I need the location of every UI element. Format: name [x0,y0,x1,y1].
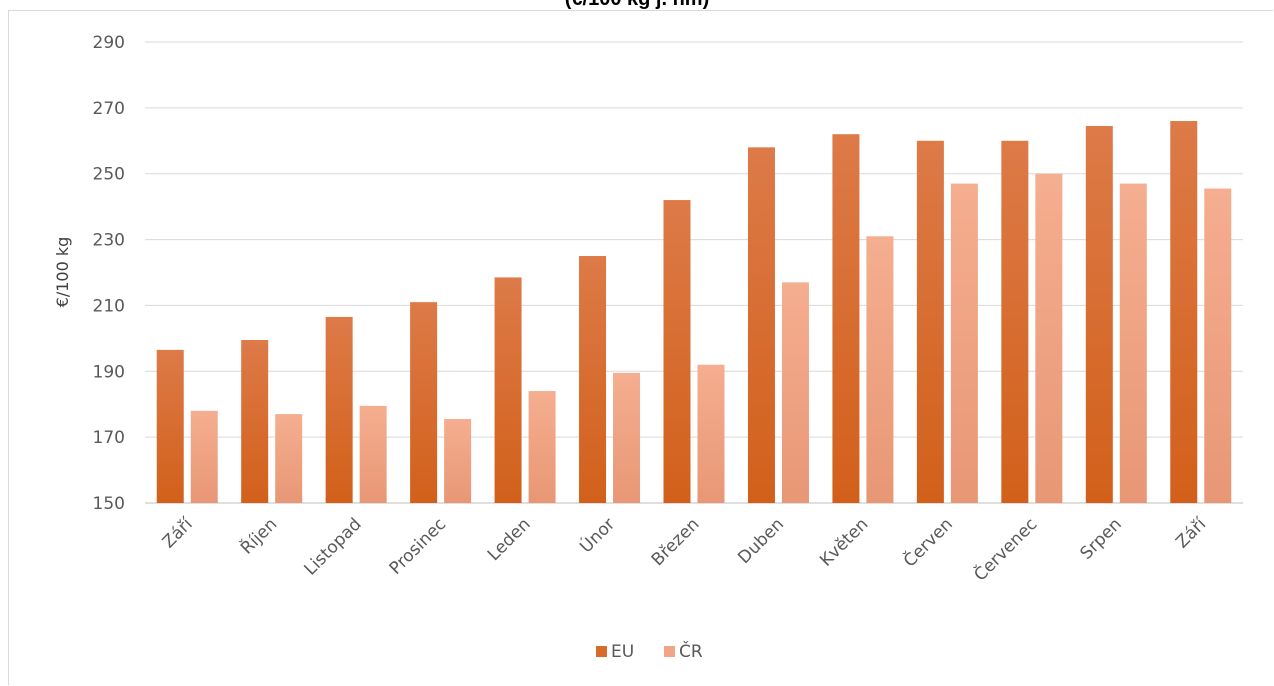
bar-cr-8 [866,236,894,503]
bar-eu-5 [579,256,607,503]
x-tick-label: Duben [734,514,788,568]
x-tick-label: Srpen [1076,514,1125,563]
legend-label-cr: ČR [679,640,703,662]
bar-cr-5 [613,372,641,503]
bar-cr-10 [1035,173,1063,503]
chart-frame [8,10,1273,685]
bar-cr-1 [275,414,303,503]
bar-eu-11 [1085,125,1113,503]
bar-cr-3 [444,419,472,503]
y-tick-label: 150 [93,494,125,514]
bar-eu-0 [156,349,184,503]
bar-cr-0 [190,410,218,503]
y-tick-label: 170 [93,428,125,448]
y-tick-label: 210 [93,296,125,316]
x-tick-label: Říjen [236,513,282,559]
legend-label-eu: EU [611,642,634,662]
legend: EU ČR [596,640,703,662]
y-tick-label: 290 [93,33,125,53]
x-tick-label: Květen [816,514,872,570]
y-axis-ticks: 150 170 190 210 230 250 270 290 [93,33,125,514]
gridlines [145,41,1243,504]
x-tick-label: Listopad [301,514,366,579]
y-tick-label: 270 [93,99,125,119]
bar-cr-7 [781,282,809,503]
bar-cr-4 [528,391,556,503]
x-tick-label: Červen [898,513,956,571]
bar-eu-6 [663,200,691,504]
bar-cr-2 [359,405,387,503]
bar-eu-7 [747,147,775,503]
legend-swatch-cr [664,646,675,657]
bars [156,121,1232,504]
legend-swatch-eu [596,646,607,657]
chart-title: (€/100 kg j. hm) [0,0,1274,11]
y-tick-label: 250 [93,165,125,185]
bar-eu-2 [325,316,353,503]
bar-cr-9 [950,183,978,504]
x-tick-label: Prosinec [386,514,450,578]
x-tick-label: Březen [648,514,704,570]
bar-cr-12 [1204,188,1232,503]
y-tick-label: 190 [93,362,125,382]
x-tick-label: Leden [484,514,535,565]
y-axis-label: €/100 kg [53,237,72,308]
bar-eu-4 [494,277,522,503]
x-tick-label: Září [1172,513,1211,552]
bar-cr-11 [1119,183,1147,504]
bar-eu-8 [832,134,860,503]
y-tick-label: 230 [93,231,125,251]
x-axis-ticks: Září Říjen Listopad Prosinec Leden Únor Březen… [159,513,1211,585]
bar-eu-12 [1170,121,1198,504]
x-tick-label: Červenec [969,513,1041,585]
bar-eu-10 [1001,140,1029,504]
bar-eu-3 [410,302,438,503]
bar-cr-6 [697,364,725,503]
bar-eu-9 [916,140,944,504]
bar-eu-1 [241,340,269,503]
x-tick-label: Září [159,513,198,552]
x-tick-label: Únor [575,513,619,557]
